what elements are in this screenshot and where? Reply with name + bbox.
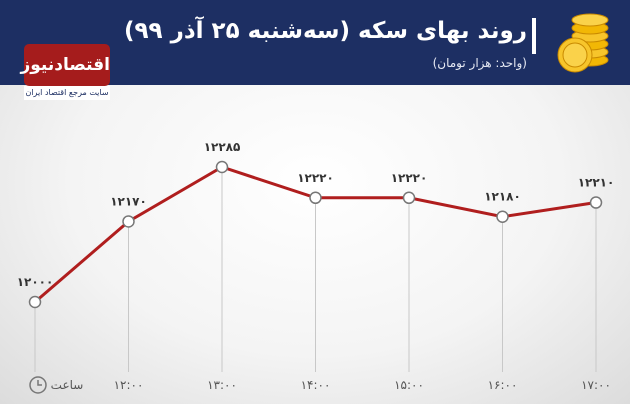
chart-title: روند بهای سکه (سه‌شنبه ۲۵ آذر ۹۹) — [123, 18, 527, 44]
title-bar — [532, 18, 536, 54]
logo: اقتصادنیوز — [20, 44, 110, 86]
x-axis-label: ساعت — [51, 378, 84, 392]
value-label: ۱۲۲۱۰ — [578, 176, 615, 190]
value-label: ۱۲۲۸۵ — [204, 140, 241, 154]
clock-icon — [29, 376, 47, 394]
chart-subtitle: (واحد: هزار تومان) — [432, 56, 527, 70]
point — [496, 210, 509, 223]
coins-icon — [557, 13, 609, 73]
point — [309, 191, 322, 205]
value-label: ۱۲۲۲۰ — [391, 171, 428, 185]
value-label: ۱۲۱۷۰ — [110, 194, 147, 208]
x-tick-label: ۱۳:۰۰ — [207, 378, 237, 392]
x-tick-label: ۱۴:۰۰ — [301, 378, 331, 392]
value-label: ۱۲۱۸۰ — [484, 190, 521, 204]
x-tick-label: ۱۵:۰۰ — [394, 378, 424, 392]
point — [122, 215, 135, 228]
logo-tagline: سایت مرجع اقتصاد ایران — [24, 86, 110, 100]
x-tick-label: ۱۲:۰۰ — [114, 378, 144, 392]
value-label: ۱۲۰۰۰ — [17, 275, 54, 289]
x-tick-label: ۱۶:۰۰ — [488, 378, 518, 392]
point — [215, 160, 229, 174]
value-label: ۱۲۲۲۰ — [297, 171, 334, 185]
point — [402, 191, 416, 205]
x-tick-label: ۱۷:۰۰ — [581, 378, 611, 392]
point — [589, 196, 603, 209]
point — [28, 295, 42, 309]
